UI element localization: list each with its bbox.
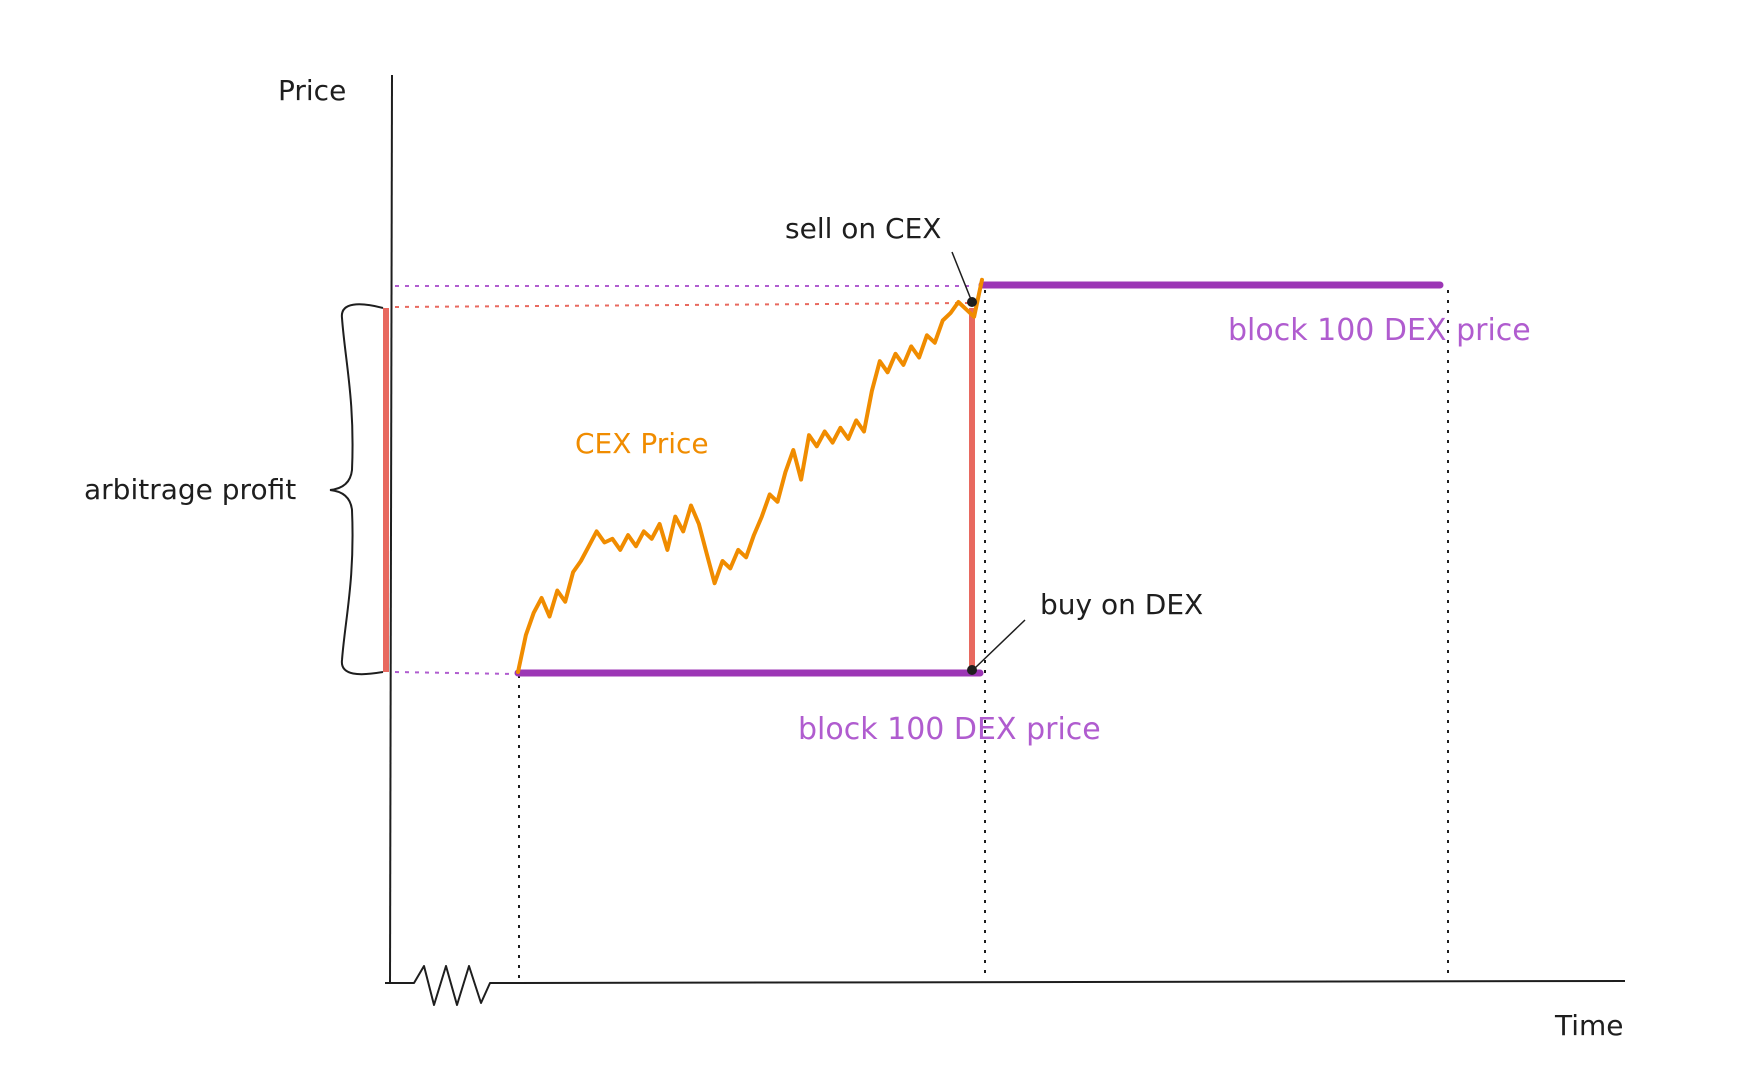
guide-dex-low: [394, 671, 516, 675]
guide-cex-sell: [394, 302, 971, 308]
x-axis-break-squiggle: [385, 965, 518, 1006]
cex-price-label: CEX Price: [575, 427, 709, 460]
x-axis: [517, 980, 1626, 984]
arbitrage-profit-label: arbitrage profit: [84, 473, 296, 506]
buy-on-dex-label: buy on DEX: [1040, 588, 1203, 621]
sell-on-cex-label: sell on CEX: [785, 212, 941, 245]
dex-price-label-before: block 100 DEX price: [798, 712, 1101, 747]
sell-point-marker: [967, 297, 977, 307]
dex-price-label-after: block 100 DEX price: [1228, 313, 1531, 348]
profit-brace: [329, 303, 384, 676]
buy-callout-leader: [974, 619, 1026, 669]
y-axis-label: Price: [278, 74, 346, 107]
sell-callout-leader: [951, 251, 973, 303]
y-axis: [389, 74, 393, 985]
x-axis-label: Time: [1554, 1009, 1624, 1042]
buy-point-marker: [967, 665, 977, 675]
cex-price-line: [516, 277, 984, 674]
